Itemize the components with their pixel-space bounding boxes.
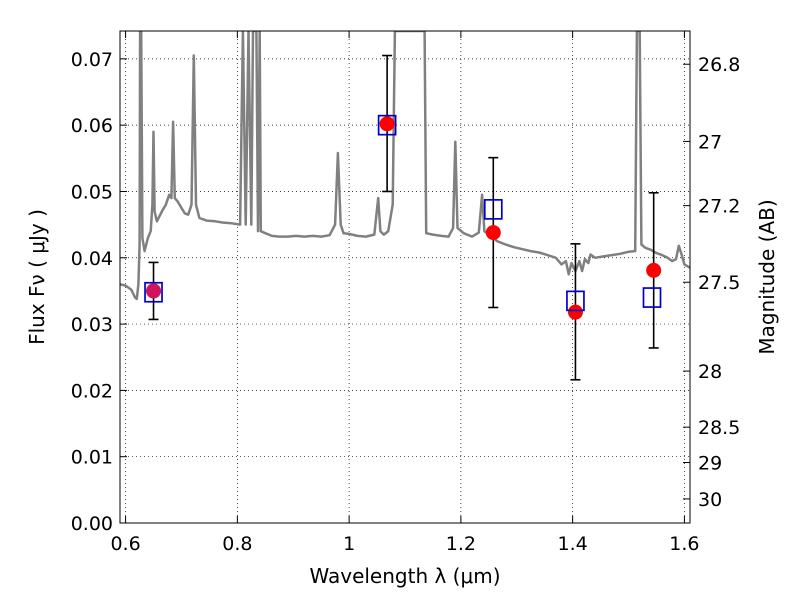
y-axis-label: Flux Fν ( μJy ) xyxy=(25,209,49,345)
observed-point xyxy=(485,225,501,241)
spectrum-layer xyxy=(120,31,690,301)
right-tick-label: 27.5 xyxy=(698,272,740,294)
x-axis-label: Wavelength λ (μm) xyxy=(309,564,500,588)
right-tick-label: 28.5 xyxy=(698,417,740,439)
x-tick-label: 1 xyxy=(343,533,355,555)
plot-frame xyxy=(119,30,691,524)
observed-point xyxy=(379,116,395,132)
tick-labels: 0.6 0.8 1 1.2 1.4 1.6 0.00 0.01 0.02 0.03 0.04 0.05… xyxy=(71,49,741,555)
x-tick-label: 0.6 xyxy=(110,533,140,555)
y-tick-label: 0.04 xyxy=(71,248,113,270)
x-tick-label: 1.6 xyxy=(669,533,699,555)
x-tick-label: 1.2 xyxy=(446,533,476,555)
model-point xyxy=(377,114,397,136)
right-tick-label: 27.2 xyxy=(698,196,740,218)
right-tick-label: 27 xyxy=(698,131,722,153)
y-tick-label: 0.01 xyxy=(71,447,113,469)
observed-point xyxy=(567,304,583,320)
y-tick-label: 0.06 xyxy=(71,115,113,137)
right-axis-label: Magnitude (AB) xyxy=(755,199,779,354)
x-tick-label: 0.8 xyxy=(222,533,252,555)
right-tick-label: 29 xyxy=(698,453,722,475)
right-tick-label: 28 xyxy=(698,361,722,383)
axis-ticks xyxy=(120,31,690,524)
model-point xyxy=(566,290,585,312)
plot-background xyxy=(120,31,690,523)
y-tick-label: 0.05 xyxy=(71,181,113,203)
right-tick-label: 26.8 xyxy=(698,54,740,76)
x-tick-label: 1.4 xyxy=(558,533,588,555)
y-tick-label: 0.03 xyxy=(71,314,113,336)
model-layer xyxy=(144,114,662,312)
y-tick-label: 0.02 xyxy=(71,380,113,402)
y-tick-label: 0.07 xyxy=(71,49,113,71)
spectrum-line xyxy=(120,31,690,301)
model-point xyxy=(642,287,662,308)
right-tick-label: 30 xyxy=(698,489,722,511)
model-point xyxy=(144,281,163,303)
overlap-point xyxy=(146,283,162,299)
model-point xyxy=(483,199,503,220)
observed-point xyxy=(646,262,662,278)
y-tick-label: 0.00 xyxy=(71,513,113,535)
